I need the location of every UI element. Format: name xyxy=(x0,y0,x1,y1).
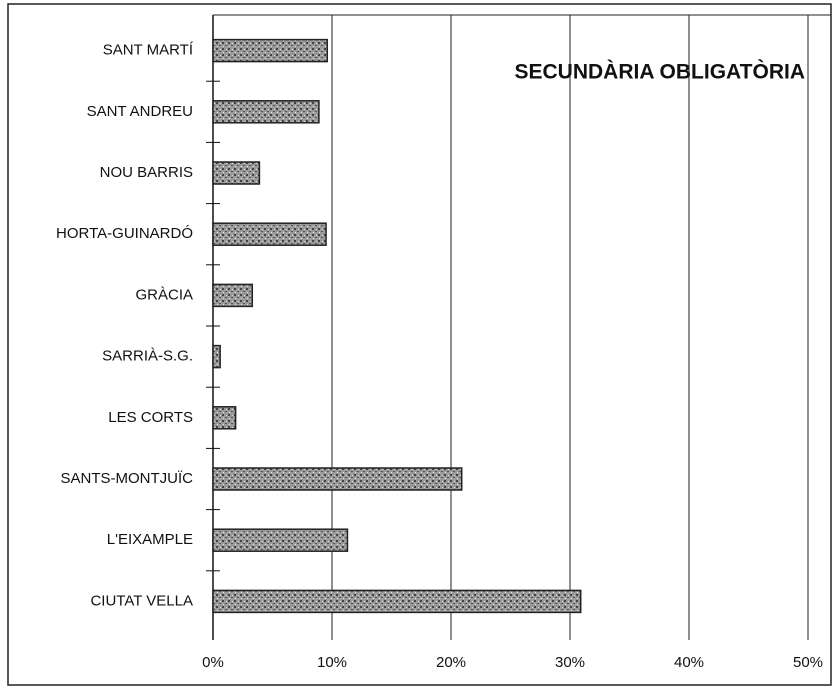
y-tick-label: SANT ANDREU xyxy=(87,103,193,120)
y-tick-label: NOU BARRIS xyxy=(100,164,193,181)
y-tick-label: HORTA-GUINARDÓ xyxy=(56,225,193,242)
bar xyxy=(212,528,349,552)
y-tick-label: SARRIÀ-S.G. xyxy=(102,348,193,365)
x-tick-label: 10% xyxy=(317,654,347,671)
y-tick-label: GRÀCIA xyxy=(135,286,193,303)
bar xyxy=(212,406,237,430)
y-tick-label: L'EIXAMPLE xyxy=(107,531,193,548)
y-tick-label: CIUTAT VELLA xyxy=(90,592,193,609)
chart-title: SECUNDÀRIA OBLIGATÒRIA xyxy=(515,60,806,84)
bar xyxy=(212,344,221,369)
bar xyxy=(212,222,327,246)
bar xyxy=(212,283,254,308)
y-tick-label: SANTS-MONTJUÏC xyxy=(61,470,194,487)
x-tick-label: 30% xyxy=(555,654,585,671)
y-tick-label: LES CORTS xyxy=(108,409,193,426)
x-tick-label: 40% xyxy=(674,654,704,671)
frame xyxy=(7,3,832,686)
bar xyxy=(212,589,582,614)
x-tick-label: 20% xyxy=(436,654,466,671)
bar xyxy=(212,161,261,185)
y-tick-label: SANT MARTÍ xyxy=(103,42,194,59)
bar xyxy=(212,38,328,63)
x-tick-label: 0% xyxy=(202,654,224,671)
bar xyxy=(212,100,320,124)
bar xyxy=(212,467,463,491)
x-tick-label: 50% xyxy=(793,654,823,671)
